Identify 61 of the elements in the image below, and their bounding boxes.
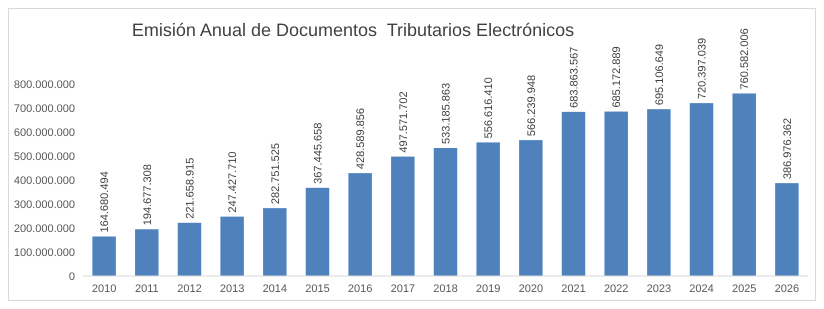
- data-label: 282.751.525: [270, 142, 282, 204]
- data-label: 685.172.889: [611, 46, 624, 108]
- bar: [604, 112, 628, 276]
- data-label: 164.680.494: [99, 171, 112, 232]
- x-tick-label: 2026: [774, 283, 800, 295]
- bar: [647, 109, 671, 276]
- data-label: 695.106.649: [654, 44, 666, 106]
- data-label: 221.658.915: [184, 158, 196, 219]
- bar: [178, 222, 202, 276]
- data-label: 194.677.308: [142, 164, 154, 226]
- x-tick-label: 2012: [177, 283, 202, 295]
- data-label: 497.571.702: [398, 91, 410, 153]
- y-tick-label: 100.000.000: [14, 246, 75, 259]
- x-tick-label: 2024: [689, 283, 714, 295]
- bar: [775, 183, 799, 276]
- data-label: 760.582.006: [739, 28, 752, 90]
- bar: [476, 142, 500, 276]
- bar: [732, 93, 756, 276]
- x-tick-label: 2014: [262, 283, 288, 295]
- bar: [434, 148, 458, 276]
- x-tick-label: 2017: [390, 283, 416, 295]
- bar: [92, 236, 116, 276]
- y-tick-label: 800.000.000: [14, 78, 75, 91]
- y-tick-label: 200.000.000: [14, 222, 75, 235]
- x-tick-label: 2019: [476, 283, 500, 295]
- y-tick-label: 0: [68, 270, 75, 283]
- x-tick-label: 2010: [92, 283, 116, 295]
- data-label: 247.427.710: [227, 151, 240, 213]
- x-tick-label: 2013: [220, 283, 244, 295]
- x-tick-label: 2020: [518, 283, 544, 295]
- data-label: 367.445.658: [312, 122, 324, 184]
- x-tick-label: 2025: [732, 283, 756, 295]
- x-tick-label: 2011: [134, 283, 159, 295]
- bar: [135, 229, 159, 276]
- x-tick-label: 2015: [305, 283, 330, 295]
- x-tick-label: 2022: [604, 283, 628, 295]
- bar: [690, 103, 714, 276]
- chart-title: Emisión Anual de Documentos Tributarios Electrónicos: [132, 20, 574, 40]
- y-tick-label: 500.000.000: [14, 150, 75, 163]
- x-tick-label: 2016: [348, 283, 372, 295]
- bar: [562, 112, 586, 276]
- data-label: 556.616.410: [483, 77, 496, 138]
- x-tick-label: 2021: [561, 283, 586, 295]
- data-label: 566.239.948: [526, 74, 538, 136]
- bar: [519, 140, 543, 276]
- data-label: 428.589.856: [355, 108, 368, 170]
- data-label: 533.185.863: [440, 82, 452, 144]
- bar: [391, 156, 415, 276]
- y-tick-label: 300.000.000: [14, 198, 75, 211]
- y-tick-label: 700.000.000: [14, 102, 75, 115]
- data-label: 720.397.039: [696, 38, 709, 100]
- y-tick-label: 400.000.000: [14, 174, 75, 187]
- x-tick-label: 2018: [433, 283, 458, 295]
- bar: [263, 208, 287, 276]
- bar: [348, 173, 372, 276]
- bar: [306, 188, 330, 276]
- data-label: 386.976.362: [782, 118, 794, 180]
- y-tick-label: 600.000.000: [14, 126, 75, 139]
- bar: [220, 216, 244, 276]
- data-label: 683.863.567: [568, 46, 581, 108]
- x-tick-label: 2023: [646, 283, 672, 295]
